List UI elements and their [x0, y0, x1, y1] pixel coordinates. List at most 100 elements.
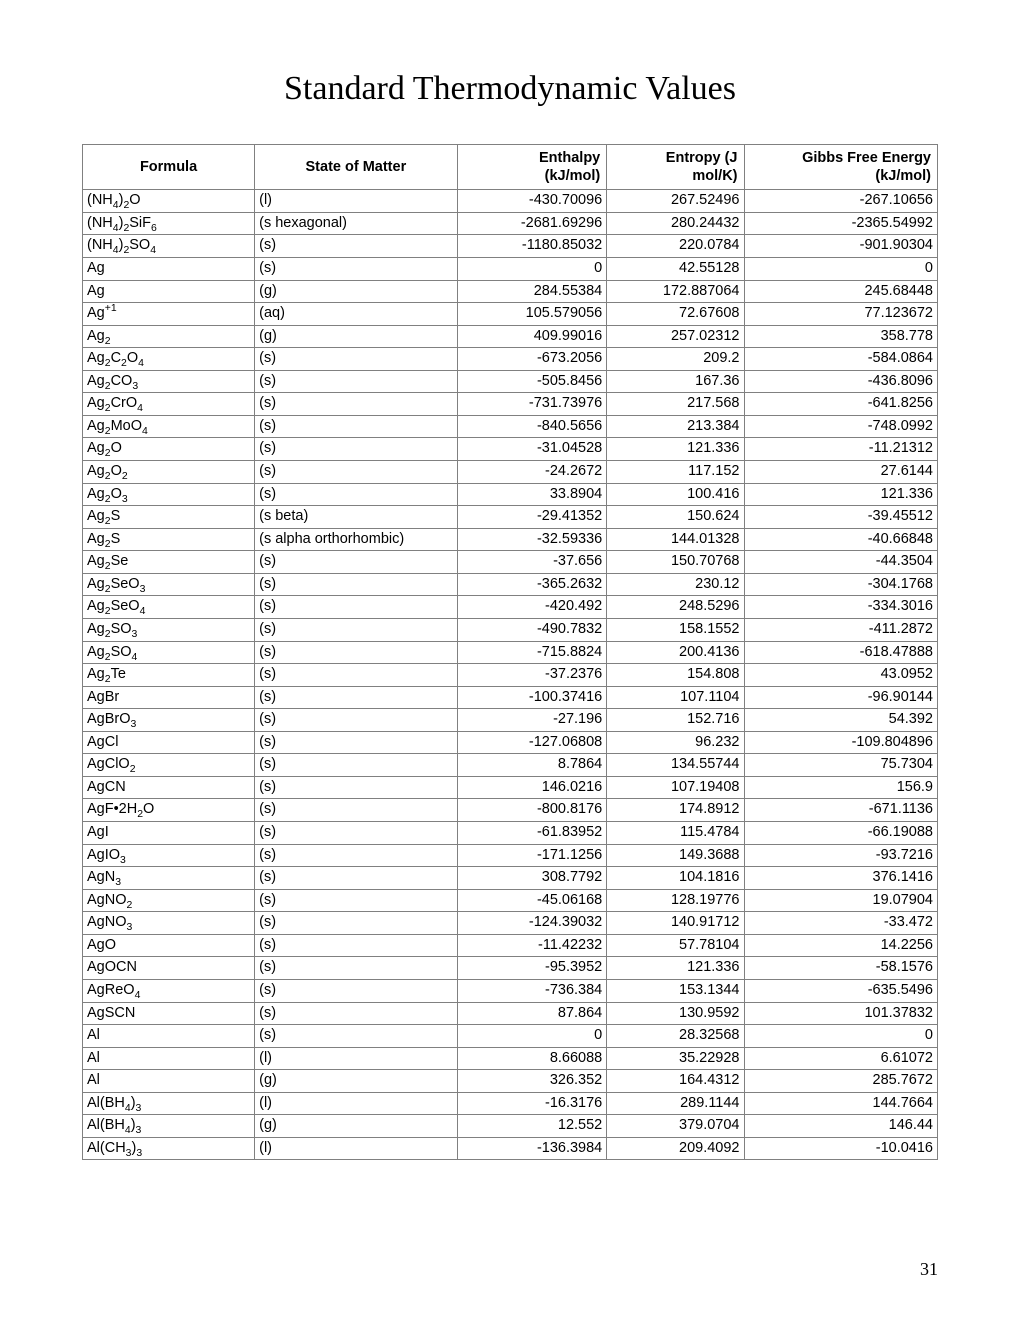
cell-entropy: 209.4092: [607, 1137, 744, 1160]
cell-formula: Ag2C2O4: [83, 348, 255, 371]
cell-state: (l): [255, 190, 458, 213]
cell-gibbs: 77.123672: [744, 303, 938, 326]
cell-formula: Ag: [83, 257, 255, 280]
table-row: Ag2S(s beta)-29.41352150.624-39.45512: [83, 506, 938, 529]
cell-entropy: 130.9592: [607, 1002, 744, 1025]
cell-enthalpy: 33.8904: [457, 483, 607, 506]
cell-state: (s): [255, 867, 458, 890]
cell-enthalpy: -505.8456: [457, 370, 607, 393]
cell-formula: AgIO3: [83, 844, 255, 867]
cell-entropy: 149.3688: [607, 844, 744, 867]
table-row: Ag2SeO4(s)-420.492248.5296-334.3016: [83, 596, 938, 619]
cell-gibbs: -10.0416: [744, 1137, 938, 1160]
cell-entropy: 121.336: [607, 438, 744, 461]
table-row: Ag2O3(s)33.8904100.416121.336: [83, 483, 938, 506]
cell-enthalpy: 284.55384: [457, 280, 607, 303]
table-row: Al(s)028.325680: [83, 1025, 938, 1048]
table-row: Al(g)326.352164.4312285.7672: [83, 1070, 938, 1093]
cell-formula: AgNO3: [83, 912, 255, 935]
cell-formula: Ag2: [83, 325, 255, 348]
cell-gibbs: 376.1416: [744, 867, 938, 890]
cell-state: (g): [255, 325, 458, 348]
thermo-table: Formula State of Matter Enthalpy(kJ/mol)…: [82, 144, 938, 1160]
table-row: AgReO4(s)-736.384153.1344-635.5496: [83, 979, 938, 1002]
cell-enthalpy: -731.73976: [457, 393, 607, 416]
cell-entropy: 144.01328: [607, 528, 744, 551]
cell-enthalpy: -37.656: [457, 551, 607, 574]
cell-state: (s): [255, 393, 458, 416]
cell-entropy: 134.55744: [607, 754, 744, 777]
table-row: (NH4)2O(l)-430.70096267.52496-267.10656: [83, 190, 938, 213]
cell-entropy: 152.716: [607, 709, 744, 732]
cell-entropy: 167.36: [607, 370, 744, 393]
cell-entropy: 379.0704: [607, 1115, 744, 1138]
cell-enthalpy: -24.2672: [457, 461, 607, 484]
cell-enthalpy: -61.83952: [457, 822, 607, 845]
cell-enthalpy: 308.7792: [457, 867, 607, 890]
cell-gibbs: -39.45512: [744, 506, 938, 529]
cell-gibbs: -411.2872: [744, 618, 938, 641]
cell-state: (s): [255, 754, 458, 777]
cell-entropy: 107.1104: [607, 686, 744, 709]
cell-enthalpy: -673.2056: [457, 348, 607, 371]
cell-state: (s): [255, 934, 458, 957]
cell-state: (s): [255, 957, 458, 980]
cell-formula: Ag: [83, 280, 255, 303]
cell-enthalpy: -31.04528: [457, 438, 607, 461]
cell-entropy: 96.232: [607, 731, 744, 754]
cell-enthalpy: -736.384: [457, 979, 607, 1002]
cell-formula: AgO: [83, 934, 255, 957]
cell-enthalpy: 8.7864: [457, 754, 607, 777]
cell-gibbs: -635.5496: [744, 979, 938, 1002]
table-row: Ag2CO3(s)-505.8456167.36-436.8096: [83, 370, 938, 393]
cell-state: (s): [255, 731, 458, 754]
cell-enthalpy: 12.552: [457, 1115, 607, 1138]
table-row: Al(CH3)3(l)-136.3984209.4092-10.0416: [83, 1137, 938, 1160]
cell-enthalpy: -420.492: [457, 596, 607, 619]
cell-state: (s): [255, 889, 458, 912]
table-row: Ag2C2O4(s)-673.2056209.2-584.0864: [83, 348, 938, 371]
cell-enthalpy: 8.66088: [457, 1047, 607, 1070]
table-row: AgI(s)-61.83952115.4784-66.19088: [83, 822, 938, 845]
cell-gibbs: 245.68448: [744, 280, 938, 303]
cell-formula: Al(CH3)3: [83, 1137, 255, 1160]
cell-entropy: 35.22928: [607, 1047, 744, 1070]
cell-formula: Ag2CrO4: [83, 393, 255, 416]
cell-entropy: 280.24432: [607, 212, 744, 235]
table-row: (NH4)2SiF6(s hexagonal)-2681.69296280.24…: [83, 212, 938, 235]
cell-enthalpy: 87.864: [457, 1002, 607, 1025]
cell-gibbs: -58.1576: [744, 957, 938, 980]
header-state: State of Matter: [255, 145, 458, 190]
cell-gibbs: -584.0864: [744, 348, 938, 371]
cell-gibbs: -436.8096: [744, 370, 938, 393]
cell-gibbs: -40.66848: [744, 528, 938, 551]
cell-state: (s): [255, 979, 458, 1002]
cell-gibbs: -618.47888: [744, 641, 938, 664]
table-row: AgCN(s)146.0216107.19408156.9: [83, 776, 938, 799]
cell-state: (aq): [255, 303, 458, 326]
table-row: AgSCN(s)87.864130.9592101.37832: [83, 1002, 938, 1025]
header-gibbs: Gibbs Free Energy(kJ/mol): [744, 145, 938, 190]
table-row: AgBr(s)-100.37416107.1104-96.90144: [83, 686, 938, 709]
cell-formula: Al(BH4)3: [83, 1092, 255, 1115]
cell-gibbs: 144.7664: [744, 1092, 938, 1115]
table-row: Ag2SO4(s)-715.8824200.4136-618.47888: [83, 641, 938, 664]
cell-state: (s): [255, 709, 458, 732]
cell-state: (s): [255, 235, 458, 258]
cell-entropy: 42.55128: [607, 257, 744, 280]
cell-entropy: 174.8912: [607, 799, 744, 822]
cell-state: (s): [255, 461, 458, 484]
cell-enthalpy: -45.06168: [457, 889, 607, 912]
cell-enthalpy: -124.39032: [457, 912, 607, 935]
table-row: Ag2Te(s)-37.2376154.80843.0952: [83, 664, 938, 687]
table-row: Ag2CrO4(s)-731.73976217.568-641.8256: [83, 393, 938, 416]
cell-enthalpy: -29.41352: [457, 506, 607, 529]
cell-state: (s): [255, 822, 458, 845]
cell-formula: Ag2MoO4: [83, 415, 255, 438]
cell-formula: Al: [83, 1047, 255, 1070]
table-row: Ag2(g)409.99016257.02312358.778: [83, 325, 938, 348]
cell-entropy: 154.808: [607, 664, 744, 687]
cell-formula: Al: [83, 1025, 255, 1048]
table-row: AgF•2H2O(s)-800.8176174.8912-671.1136: [83, 799, 938, 822]
cell-formula: Ag2SeO3: [83, 573, 255, 596]
